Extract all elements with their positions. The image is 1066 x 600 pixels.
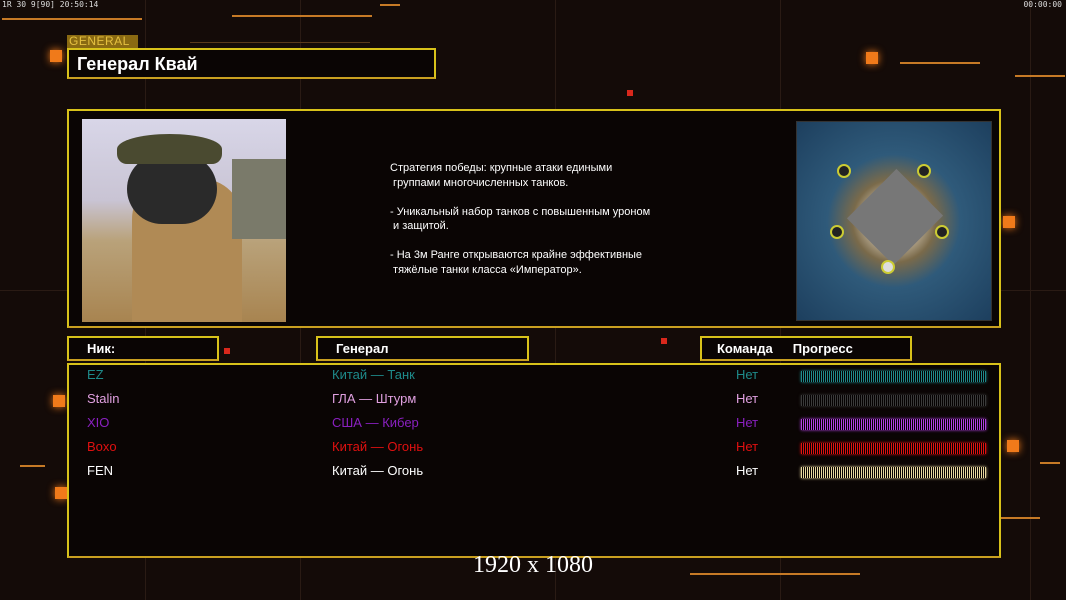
player-nick: EZ — [87, 367, 104, 382]
player-team: Нет — [736, 367, 759, 382]
general-title-box: Генерал Квай — [67, 48, 436, 79]
map-preview — [796, 121, 992, 321]
player-general: США — Кибер — [332, 415, 419, 430]
player-general: Китай — Танк — [332, 367, 415, 382]
player-team: Нет — [736, 439, 759, 454]
hud-clock: 00:00:00 — [1023, 0, 1062, 9]
player-progress-bar — [801, 443, 986, 454]
hud-status: 1R 30 9[90] 20:50:14 — [2, 0, 99, 9]
player-row: Boxo Китай — Огонь Нет — [69, 439, 999, 459]
team-header-label: Команда — [717, 341, 773, 356]
resolution-label: 1920 x 1080 — [473, 552, 593, 578]
player-row: XIO США — Кибер Нет — [69, 415, 999, 435]
general-portrait — [82, 119, 286, 322]
strategy-description: Стратегия победы: крупные атаки едиными … — [390, 162, 651, 276]
player-general: ГЛА — Штурм — [332, 391, 417, 406]
player-progress-bar — [801, 467, 986, 478]
column-header-general: Генерал — [316, 336, 529, 361]
player-progress-bar — [801, 395, 986, 406]
general-info-panel: Стратегия победы: крупные атаки едиными … — [67, 109, 1001, 328]
player-row: EZ Китай — Танк Нет — [69, 367, 999, 387]
player-general: Китай — Огонь — [332, 439, 424, 454]
player-team: Нет — [736, 391, 759, 406]
general-tab-label: GENERAL — [67, 35, 138, 48]
general-title: Генерал Квай — [77, 54, 198, 74]
player-row: FEN Китай — Огонь Нет — [69, 463, 999, 483]
progress-header-label: Прогресс — [792, 341, 853, 356]
general-header-label: Генерал — [336, 341, 389, 356]
player-nick: XIO — [87, 415, 110, 430]
player-list: EZ Китай — Танк Нет Stalin ГЛА — Штурм Н… — [67, 363, 1001, 558]
player-progress-bar — [801, 371, 986, 382]
player-team: Нет — [736, 415, 759, 430]
player-row: Stalin ГЛА — Штурм Нет — [69, 391, 999, 411]
player-progress-bar — [801, 419, 986, 430]
column-header-nick: Ник: — [67, 336, 219, 361]
column-header-team-progress: Команда Прогресс — [700, 336, 912, 361]
player-team: Нет — [736, 463, 759, 478]
player-nick: Boxo — [87, 439, 117, 454]
player-nick: FEN — [87, 463, 113, 478]
player-nick: Stalin — [87, 391, 120, 406]
player-general: Китай — Огонь — [332, 463, 424, 478]
nick-header-label: Ник: — [87, 341, 116, 356]
